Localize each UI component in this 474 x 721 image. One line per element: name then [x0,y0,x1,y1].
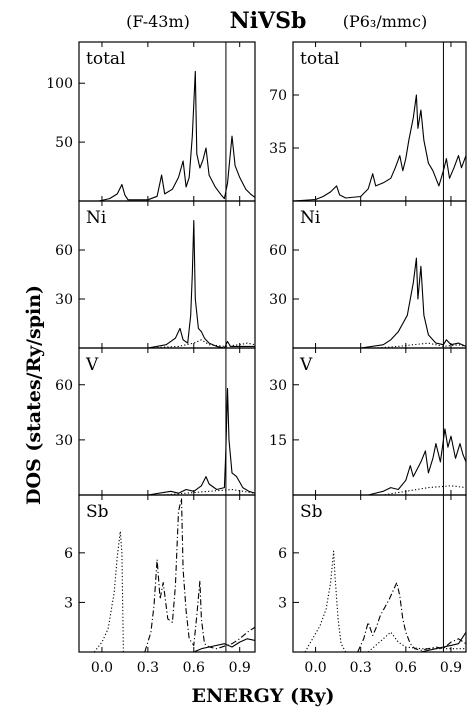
x-tick-label: 0.0 [304,660,326,676]
dos-series-solid [292,94,467,202]
dos-series-dotted [79,339,256,349]
y-axis-label: DOS (states/Ry/spin) [23,285,45,505]
dos-series-dashdot [357,582,467,653]
panel-label: V [85,355,99,375]
dos-series-solid [293,631,467,653]
panel-label: Ni [86,208,107,228]
x-tick-label: 0.6 [395,660,417,676]
y-tick-label: 3 [64,595,73,611]
panel-label: V [299,355,313,375]
dos-series-dotted [93,530,255,653]
y-tick-label: 3 [278,595,287,611]
x-tick-label: 0.3 [137,660,159,676]
dos-series-solid [79,387,256,496]
dos-series-dashdot [144,497,256,653]
y-tick-label: 6 [64,546,73,562]
panel-hexagonal-total: 35 70 total [269,41,467,202]
y-tick-label: 60 [55,378,73,394]
panel-cubic-v: 30 60 V [55,347,256,496]
y-tick-label: 35 [269,141,287,157]
left-space-group: (F-43m) [126,12,190,31]
panel-label: total [86,49,125,69]
dos-series-dotted [293,485,467,496]
dos-series-solid [79,70,256,202]
panel-cubic-sb: 3 6 0.0 0.3 0.6 0.9 Sb [64,494,256,676]
x-tick-label: 0.9 [440,660,462,676]
x-tick-label: 0.3 [350,660,372,676]
panel-label: Ni [300,208,321,228]
panel-cubic-total: 50 100 total [46,41,256,202]
dos-series-dotted [304,550,466,653]
y-tick-label: 6 [278,546,287,562]
y-tick-label: 50 [55,135,73,151]
right-space-group: (P6₃/mmc) [343,12,428,31]
y-tick-label: 70 [269,88,287,104]
dos-series-solid [293,257,467,349]
x-tick-label: 0.0 [91,660,113,676]
panel-label: Sb [300,502,323,522]
y-tick-label: 15 [269,433,287,449]
y-tick-label: 100 [46,76,73,92]
y-tick-label: 60 [55,243,73,259]
panel-label: total [300,49,339,69]
dos-series-solid [293,428,467,496]
dos-series-solid [79,220,255,349]
y-tick-label: 30 [55,292,73,308]
y-tick-label: 30 [269,292,287,308]
x-tick-label: 0.9 [229,660,251,676]
y-tick-label: 30 [269,378,287,394]
panel-hexagonal-sb: 3 6 0.0 0.3 0.6 0.9 Sb [278,494,467,676]
dos-series-solid [79,638,256,653]
panels-group: 50 100 total 30 60 Ni 30 60 V 3 6 0.0 0.3 0.6 0.9 Sb 35 7… [46,41,467,676]
panel-hexagonal-v: 15 30 V [269,347,467,496]
panel-frame [292,347,467,496]
y-tick-label: 30 [55,433,73,449]
panel-label: Sb [86,502,109,522]
panel-hexagonal-ni: 30 60 Ni [269,200,467,349]
dos-series-dotted [293,342,467,349]
x-tick-label: 0.6 [183,660,205,676]
dos-series-dotted [79,488,256,496]
figure-title: NiVSb [230,8,307,34]
panel-cubic-ni: 30 60 Ni [55,200,256,349]
y-tick-label: 60 [269,243,287,259]
x-axis-label: ENERGY (Ry) [191,685,334,707]
